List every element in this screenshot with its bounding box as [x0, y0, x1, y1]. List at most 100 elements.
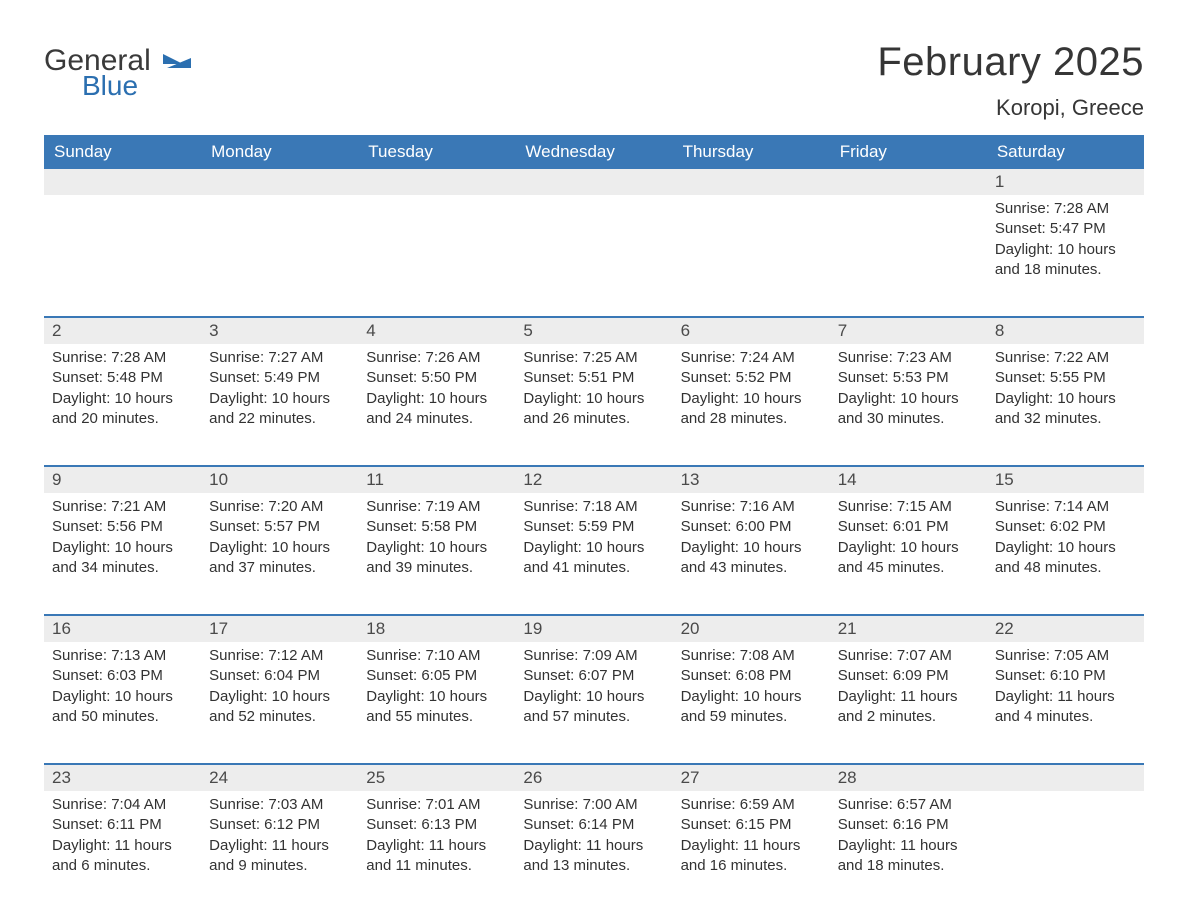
daylight-text: and 30 minutes.: [838, 409, 979, 429]
week-row: 1Sunrise: 7:28 AMSunset: 5:47 PMDaylight…: [44, 169, 1144, 280]
day-number: 22: [987, 616, 1144, 642]
sunrise-text: Sunrise: 7:24 AM: [681, 348, 822, 368]
day-number: 26: [515, 765, 672, 791]
daylight-text: Daylight: 10 hours: [366, 389, 507, 409]
daylight-text: and 26 minutes.: [523, 409, 664, 429]
sunset-text: Sunset: 6:13 PM: [366, 815, 507, 835]
day-cell: Sunrise: 7:19 AMSunset: 5:58 PMDaylight:…: [358, 493, 515, 578]
header: General Blue February 2025 Koropi, Greec…: [44, 40, 1144, 121]
title-block: February 2025 Koropi, Greece: [877, 40, 1144, 121]
daylight-text: Daylight: 11 hours: [838, 836, 979, 856]
day-cell: Sunrise: 7:20 AMSunset: 5:57 PMDaylight:…: [201, 493, 358, 578]
day-cell: Sunrise: 7:16 AMSunset: 6:00 PMDaylight:…: [673, 493, 830, 578]
sunrise-text: Sunrise: 7:28 AM: [52, 348, 193, 368]
sunrise-text: Sunrise: 6:57 AM: [838, 795, 979, 815]
sunset-text: Sunset: 6:05 PM: [366, 666, 507, 686]
daylight-text: and 28 minutes.: [681, 409, 822, 429]
daylight-text: and 4 minutes.: [995, 707, 1136, 727]
daynum-strip: 2345678: [44, 318, 1144, 344]
sunset-text: Sunset: 6:02 PM: [995, 517, 1136, 537]
weeks-container: 1Sunrise: 7:28 AMSunset: 5:47 PMDaylight…: [44, 169, 1144, 876]
week-row: 16171819202122Sunrise: 7:13 AMSunset: 6:…: [44, 614, 1144, 727]
daynum-strip: 9101112131415: [44, 467, 1144, 493]
day-cell: Sunrise: 7:12 AMSunset: 6:04 PMDaylight:…: [201, 642, 358, 727]
sunset-text: Sunset: 6:07 PM: [523, 666, 664, 686]
day-cell: Sunrise: 7:09 AMSunset: 6:07 PMDaylight:…: [515, 642, 672, 727]
day-cell: Sunrise: 7:15 AMSunset: 6:01 PMDaylight:…: [830, 493, 987, 578]
weekday-cell: Friday: [830, 135, 987, 169]
daylight-text: and 52 minutes.: [209, 707, 350, 727]
logo: General Blue: [44, 40, 191, 100]
sunrise-text: Sunrise: 7:28 AM: [995, 199, 1136, 219]
sunrise-text: Sunrise: 7:26 AM: [366, 348, 507, 368]
daylight-text: Daylight: 11 hours: [838, 687, 979, 707]
day-cell: Sunrise: 7:21 AMSunset: 5:56 PMDaylight:…: [44, 493, 201, 578]
day-number: 17: [201, 616, 358, 642]
day-cell: [201, 195, 358, 280]
sunrise-text: Sunrise: 7:14 AM: [995, 497, 1136, 517]
day-cell: Sunrise: 7:28 AMSunset: 5:47 PMDaylight:…: [987, 195, 1144, 280]
day-cell: Sunrise: 6:59 AMSunset: 6:15 PMDaylight:…: [673, 791, 830, 876]
sunrise-text: Sunrise: 7:12 AM: [209, 646, 350, 666]
day-cell: Sunrise: 7:08 AMSunset: 6:08 PMDaylight:…: [673, 642, 830, 727]
day-cell: Sunrise: 7:24 AMSunset: 5:52 PMDaylight:…: [673, 344, 830, 429]
daylight-text: Daylight: 11 hours: [209, 836, 350, 856]
day-number: 27: [673, 765, 830, 791]
day-cell: Sunrise: 7:28 AMSunset: 5:48 PMDaylight:…: [44, 344, 201, 429]
sunset-text: Sunset: 6:00 PM: [681, 517, 822, 537]
day-number: 4: [358, 318, 515, 344]
sunset-text: Sunset: 6:08 PM: [681, 666, 822, 686]
daylight-text: and 13 minutes.: [523, 856, 664, 876]
day-cell: Sunrise: 7:23 AMSunset: 5:53 PMDaylight:…: [830, 344, 987, 429]
sunrise-text: Sunrise: 7:25 AM: [523, 348, 664, 368]
sunset-text: Sunset: 5:57 PM: [209, 517, 350, 537]
sunset-text: Sunset: 5:59 PM: [523, 517, 664, 537]
daylight-text: Daylight: 10 hours: [209, 687, 350, 707]
day-number: 28: [830, 765, 987, 791]
sunrise-text: Sunrise: 7:27 AM: [209, 348, 350, 368]
day-number: 19: [515, 616, 672, 642]
day-number: 8: [987, 318, 1144, 344]
sunset-text: Sunset: 6:12 PM: [209, 815, 350, 835]
sunrise-text: Sunrise: 6:59 AM: [681, 795, 822, 815]
daylight-text: Daylight: 10 hours: [52, 389, 193, 409]
sunrise-text: Sunrise: 7:03 AM: [209, 795, 350, 815]
week-row: 232425262728Sunrise: 7:04 AMSunset: 6:11…: [44, 763, 1144, 876]
sunset-text: Sunset: 5:58 PM: [366, 517, 507, 537]
sunrise-text: Sunrise: 7:04 AM: [52, 795, 193, 815]
month-title: February 2025: [877, 40, 1144, 85]
sunset-text: Sunset: 6:16 PM: [838, 815, 979, 835]
sunset-text: Sunset: 5:55 PM: [995, 368, 1136, 388]
sunrise-text: Sunrise: 7:23 AM: [838, 348, 979, 368]
daynum-strip: 16171819202122: [44, 616, 1144, 642]
sunrise-text: Sunrise: 7:16 AM: [681, 497, 822, 517]
sunset-text: Sunset: 6:01 PM: [838, 517, 979, 537]
sunset-text: Sunset: 5:52 PM: [681, 368, 822, 388]
day-number: 13: [673, 467, 830, 493]
daylight-text: and 41 minutes.: [523, 558, 664, 578]
sunrise-text: Sunrise: 7:20 AM: [209, 497, 350, 517]
day-cell: [515, 195, 672, 280]
day-cell: [987, 791, 1144, 876]
daylight-text: and 50 minutes.: [52, 707, 193, 727]
sunrise-text: Sunrise: 7:19 AM: [366, 497, 507, 517]
day-number: 7: [830, 318, 987, 344]
daylight-text: Daylight: 10 hours: [523, 389, 664, 409]
day-cell: Sunrise: 7:22 AMSunset: 5:55 PMDaylight:…: [987, 344, 1144, 429]
day-number: 12: [515, 467, 672, 493]
week-row: 9101112131415Sunrise: 7:21 AMSunset: 5:5…: [44, 465, 1144, 578]
day-number: [830, 169, 987, 195]
day-cell: Sunrise: 7:13 AMSunset: 6:03 PMDaylight:…: [44, 642, 201, 727]
sunset-text: Sunset: 5:49 PM: [209, 368, 350, 388]
day-number: 3: [201, 318, 358, 344]
sunset-text: Sunset: 5:56 PM: [52, 517, 193, 537]
day-number: 24: [201, 765, 358, 791]
day-cell: Sunrise: 7:14 AMSunset: 6:02 PMDaylight:…: [987, 493, 1144, 578]
sunrise-text: Sunrise: 7:21 AM: [52, 497, 193, 517]
day-number: 21: [830, 616, 987, 642]
sunrise-text: Sunrise: 7:09 AM: [523, 646, 664, 666]
day-cell: Sunrise: 7:03 AMSunset: 6:12 PMDaylight:…: [201, 791, 358, 876]
day-cell: Sunrise: 6:57 AMSunset: 6:16 PMDaylight:…: [830, 791, 987, 876]
sunrise-text: Sunrise: 7:07 AM: [838, 646, 979, 666]
daylight-text: Daylight: 10 hours: [838, 538, 979, 558]
